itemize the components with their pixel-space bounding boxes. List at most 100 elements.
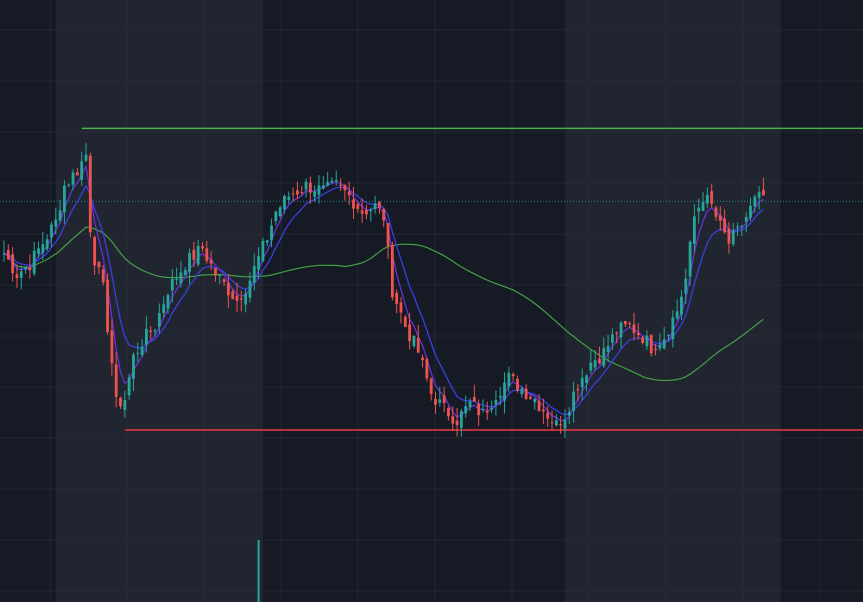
candle-body <box>6 249 10 260</box>
candle-body <box>619 322 623 338</box>
candle-body <box>421 357 424 361</box>
candle-body <box>201 246 204 249</box>
candle-body <box>235 295 239 301</box>
candle-body <box>395 292 399 304</box>
candle-body <box>442 395 446 404</box>
candle-body <box>84 154 88 161</box>
candle-body <box>511 374 515 377</box>
candle-body <box>688 241 692 277</box>
candle-body <box>494 400 498 405</box>
candle-body <box>144 328 148 345</box>
candle-body <box>28 267 32 271</box>
candle-body <box>667 335 670 337</box>
candle-body <box>611 334 614 343</box>
candle-body <box>589 362 593 371</box>
candle-body <box>472 397 476 402</box>
candle-body <box>248 280 252 298</box>
candle-body <box>516 378 519 391</box>
candle-body <box>744 216 748 222</box>
candle-body <box>80 161 84 180</box>
candle-body <box>175 278 179 280</box>
candle-body <box>110 330 114 364</box>
candle-body <box>75 172 79 176</box>
candle-body <box>567 411 571 416</box>
candle-body <box>265 240 269 243</box>
candle-body <box>731 230 735 245</box>
candle-body <box>429 378 433 395</box>
candle-body <box>757 192 761 198</box>
candle-body <box>736 226 739 228</box>
candle-body <box>321 185 325 189</box>
candle-body <box>365 210 368 215</box>
candle-body <box>218 275 222 277</box>
candle-body <box>438 399 442 403</box>
candle-body <box>93 237 97 266</box>
candle-body <box>520 388 524 395</box>
candle-body <box>339 184 342 186</box>
candle-body <box>572 391 575 412</box>
candle-body <box>749 205 752 218</box>
candle-body <box>54 219 58 227</box>
candle-body <box>585 375 588 383</box>
candle-body <box>740 225 744 227</box>
candle-body <box>593 360 597 368</box>
candle-body <box>477 403 481 416</box>
candle-body <box>226 282 230 296</box>
volume-bar <box>257 540 260 602</box>
candle-body <box>671 317 675 340</box>
candle-body <box>24 266 27 270</box>
candle-body <box>214 267 217 276</box>
candle-body <box>490 407 493 410</box>
candle-body <box>127 377 131 396</box>
candle-body <box>658 344 662 349</box>
candle-body <box>88 155 92 233</box>
candle-body <box>408 324 412 342</box>
candle-body <box>45 239 49 250</box>
candle-body <box>723 218 727 233</box>
candle-body <box>399 302 403 313</box>
candle-body <box>412 335 416 347</box>
candle-body <box>170 278 174 291</box>
candle-body <box>701 201 705 211</box>
candle-body <box>386 223 390 247</box>
candle-body <box>313 191 317 197</box>
candle-body <box>459 411 463 428</box>
candle-body <box>50 224 53 238</box>
candle-body <box>19 271 23 278</box>
candle-body <box>645 335 649 347</box>
candle-body <box>261 240 265 262</box>
ema-slow-line <box>3 184 764 416</box>
candle-body <box>37 248 40 254</box>
candle-body <box>183 270 187 276</box>
candle-body <box>157 313 161 327</box>
candle-body <box>274 211 278 221</box>
candle-body <box>101 269 105 283</box>
candle-body <box>692 216 696 244</box>
candle-body <box>485 410 489 413</box>
candle-body <box>425 358 429 379</box>
candles <box>2 142 765 438</box>
candle-body <box>641 337 645 343</box>
candle-body <box>106 279 109 332</box>
candle-body <box>649 334 653 354</box>
candle-body <box>283 195 286 210</box>
candle-body <box>352 199 355 209</box>
candle-body <box>503 382 506 401</box>
candle-body <box>541 409 545 412</box>
candle-body <box>360 210 364 214</box>
candle-body <box>675 311 679 319</box>
candle-body <box>196 245 200 265</box>
candle-body <box>278 207 282 217</box>
candle-body <box>714 207 718 217</box>
candle-body <box>416 337 420 353</box>
candle-body <box>188 253 191 272</box>
volume-bars <box>257 540 260 602</box>
candle-body <box>632 324 636 334</box>
candle-body <box>296 190 299 195</box>
candle-body <box>2 253 6 255</box>
candle-body <box>563 419 567 429</box>
candle-body <box>291 193 295 195</box>
candle-body <box>524 388 528 399</box>
